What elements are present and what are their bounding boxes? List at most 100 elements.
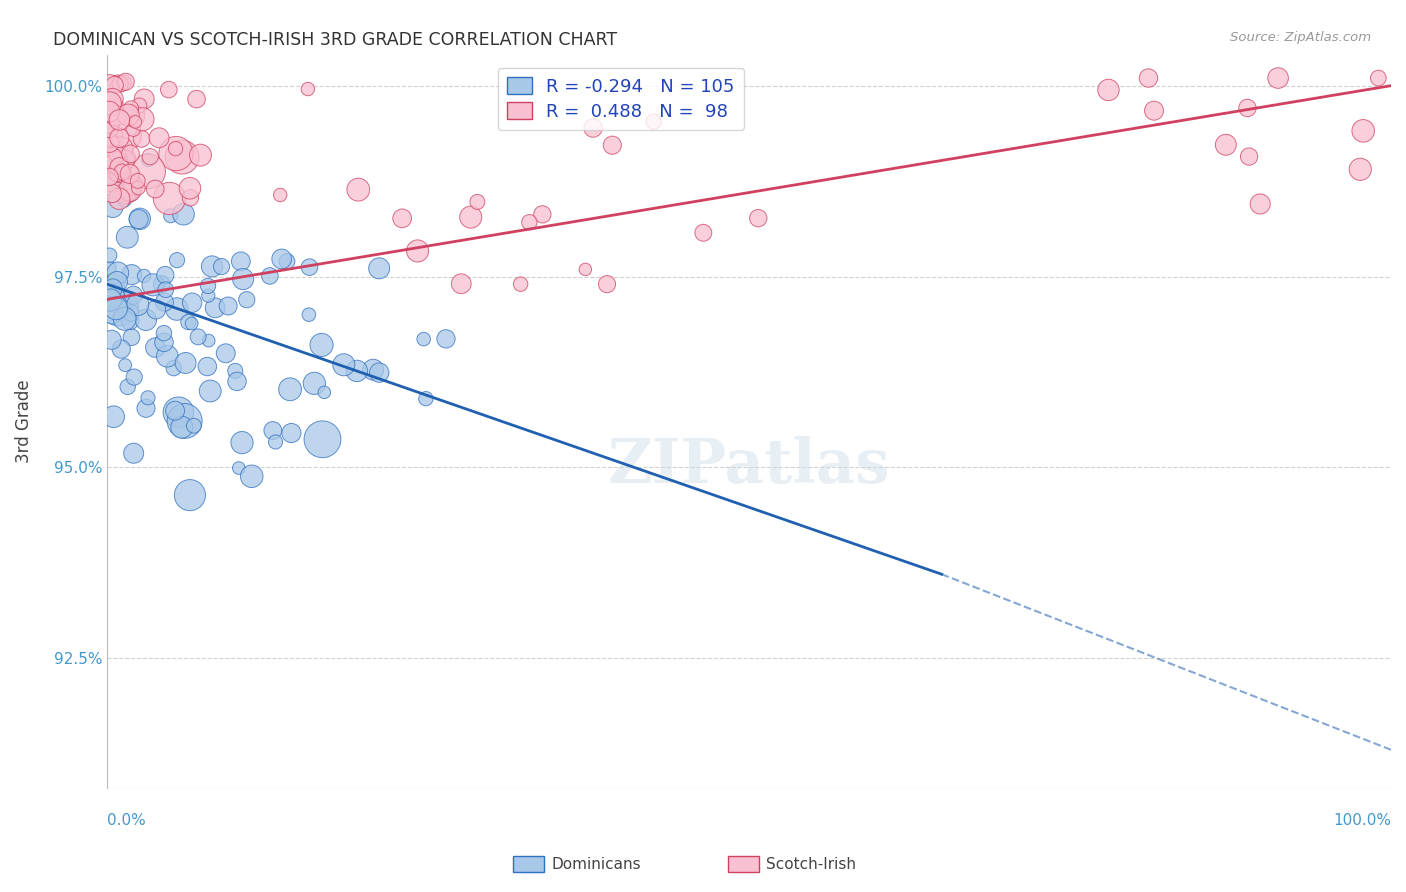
Point [122, 109, 145, 123]
Point [107, 266, 129, 280]
Point [1215, 137, 1237, 152]
Point [190, 148, 212, 162]
Point [368, 366, 391, 380]
Point [200, 384, 222, 398]
Point [105, 147, 128, 161]
Point [174, 356, 197, 370]
Point [114, 75, 136, 89]
Point [574, 262, 596, 277]
Point [298, 308, 321, 322]
Point [1097, 83, 1119, 97]
Point [148, 130, 170, 145]
Point [118, 314, 141, 328]
Point [180, 317, 202, 331]
Point [153, 295, 176, 310]
Point [280, 425, 302, 440]
Point [170, 420, 193, 434]
Point [415, 392, 437, 406]
Point [270, 252, 292, 266]
Point [114, 186, 136, 201]
Point [145, 302, 167, 317]
Point [1267, 70, 1289, 85]
Point [197, 288, 219, 302]
Point [156, 349, 179, 363]
Text: 100.0%: 100.0% [1333, 813, 1391, 828]
Point [311, 338, 333, 352]
Point [101, 92, 124, 106]
Point [100, 175, 122, 189]
Point [98, 293, 121, 308]
Point [298, 260, 321, 275]
Point [278, 382, 301, 396]
Point [100, 333, 122, 347]
Point [747, 211, 769, 226]
Point [117, 108, 139, 122]
Point [166, 301, 188, 316]
Point [139, 150, 162, 164]
Point [181, 295, 204, 310]
Text: Scotch-Irish: Scotch-Irish [766, 857, 856, 871]
Point [197, 334, 219, 348]
Point [101, 309, 124, 323]
Point [127, 297, 149, 311]
Point [179, 181, 201, 195]
Point [124, 115, 146, 129]
Point [128, 212, 150, 227]
Point [226, 375, 249, 389]
Point [120, 182, 142, 196]
Point [155, 283, 177, 297]
Point [236, 293, 259, 307]
Point [259, 268, 281, 283]
Point [228, 461, 250, 475]
Point [582, 121, 605, 136]
Point [314, 385, 336, 400]
Point [201, 260, 224, 274]
Text: 0.0%: 0.0% [107, 813, 146, 828]
Point [107, 76, 129, 90]
Point [98, 121, 121, 136]
Point [122, 370, 145, 384]
Point [122, 178, 145, 193]
Point [135, 401, 157, 416]
Point [117, 380, 139, 394]
Point [121, 268, 143, 282]
Point [173, 207, 195, 221]
Point [108, 77, 131, 91]
Point [186, 92, 208, 106]
Point [136, 153, 159, 167]
Text: Source: ZipAtlas.com: Source: ZipAtlas.com [1230, 31, 1371, 45]
Point [165, 142, 187, 156]
Point [1143, 103, 1166, 118]
Point [183, 418, 205, 433]
Point [101, 278, 124, 293]
Point [98, 136, 121, 150]
Point [391, 211, 413, 226]
Point [108, 192, 131, 206]
Point [120, 306, 142, 320]
Point [108, 131, 131, 145]
Point [276, 254, 298, 268]
Point [361, 362, 384, 376]
Point [122, 446, 145, 460]
Point [112, 153, 135, 168]
Point [159, 209, 181, 223]
Point [165, 146, 187, 161]
Point [131, 112, 153, 127]
Point [117, 230, 139, 244]
Point [114, 311, 136, 326]
Point [179, 488, 201, 502]
Point [135, 313, 157, 327]
Point [120, 147, 142, 161]
Point [195, 359, 218, 374]
Point [262, 424, 284, 438]
Point [118, 184, 141, 198]
Point [98, 88, 121, 103]
Point [103, 409, 125, 424]
Point [112, 76, 135, 90]
Point [112, 193, 135, 207]
Point [128, 98, 150, 112]
Point [509, 277, 531, 292]
Point [100, 293, 122, 307]
Y-axis label: 3rd Grade: 3rd Grade [15, 380, 32, 463]
Point [153, 335, 176, 350]
